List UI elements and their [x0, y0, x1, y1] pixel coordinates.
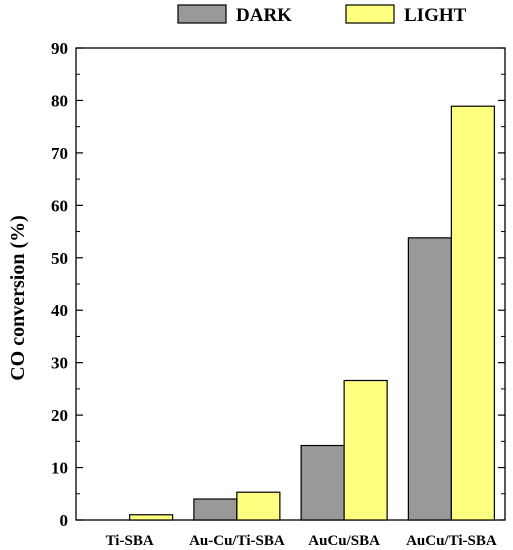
- y-tick-label: 30: [51, 354, 68, 373]
- x-tick-label: AuCu/Ti-SBA: [406, 533, 497, 549]
- legend-label-dark: DARK: [236, 5, 292, 26]
- y-tick-label: 90: [51, 39, 68, 58]
- legend-swatch-dark: [177, 4, 227, 24]
- y-tick-label: 50: [51, 249, 68, 268]
- y-tick-label: 10: [51, 459, 68, 478]
- y-axis-label: CO conversion (%): [7, 215, 29, 381]
- y-tick-label: 70: [51, 144, 68, 163]
- legend-label-light: LIGHT: [404, 5, 467, 26]
- bar-light-4: [450, 105, 495, 521]
- y-tick-label: 40: [51, 301, 68, 320]
- legend: DARK LIGHT: [177, 4, 467, 26]
- bar-dark-2: [193, 498, 238, 521]
- x-tick-label: Ti-SBA: [106, 533, 154, 549]
- bar-light-3: [343, 379, 388, 521]
- bar-light-2: [236, 491, 281, 521]
- axes-group: Ti-SBA Au-Cu/Ti-SBA AuCu/SBA AuCu/Ti-SBA 0 10…: [51, 39, 505, 549]
- legend-swatch-light: [345, 4, 395, 24]
- bars-group: [129, 105, 495, 521]
- bar-light-1: [129, 514, 174, 521]
- y-tick-label: 60: [51, 196, 68, 215]
- x-tick-label: Au-Cu/Ti-SBA: [189, 533, 285, 549]
- y-tick-label: 0: [60, 511, 69, 530]
- y-tick-label: 80: [51, 91, 68, 110]
- bar-dark-3: [300, 444, 345, 521]
- y-tick-label: 20: [51, 406, 68, 425]
- x-tick-label: AuCu/SBA: [308, 533, 380, 549]
- bar-dark-4: [407, 237, 452, 521]
